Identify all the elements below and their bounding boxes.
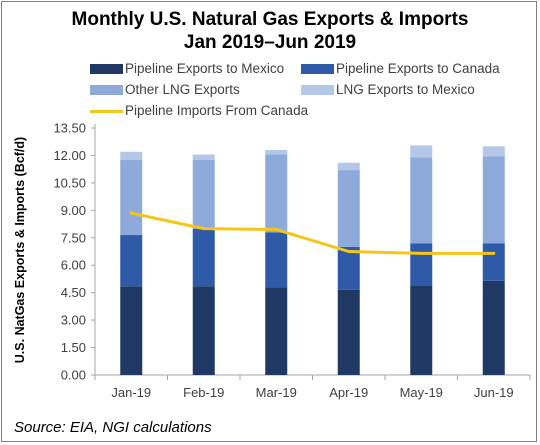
bar-other-lng-exports bbox=[120, 160, 143, 236]
bar-pipeline-exports-to-mexico bbox=[120, 286, 143, 375]
bar-lng-exports-to-mexico bbox=[192, 154, 215, 161]
x-tick-label: Jun-19 bbox=[474, 385, 514, 400]
x-tick-label: May-19 bbox=[400, 385, 443, 400]
line-point bbox=[129, 211, 133, 215]
bar-pipeline-exports-to-mexico bbox=[265, 287, 288, 375]
bar-other-lng-exports bbox=[410, 157, 433, 244]
x-tick-label: Apr-19 bbox=[329, 385, 368, 400]
line-point bbox=[419, 251, 423, 255]
chart-title: Monthly U.S. Natural Gas Exports & Impor… bbox=[71, 9, 469, 30]
line-point bbox=[492, 251, 496, 255]
line-point bbox=[347, 250, 351, 253]
bar-other-lng-exports bbox=[192, 160, 215, 229]
bar-pipeline-exports-to-canada bbox=[120, 235, 143, 287]
legend-label-other-lng: Other LNG Exports bbox=[125, 82, 240, 97]
x-tick-label: Mar-19 bbox=[256, 385, 297, 400]
bar-other-lng-exports bbox=[337, 170, 360, 247]
legend-swatch-pipeline-mexico bbox=[90, 64, 123, 74]
legend-label-pipeline-canada: Pipeline Exports to Canada bbox=[336, 61, 500, 76]
bar-pipeline-exports-to-canada bbox=[410, 243, 433, 286]
bar-pipeline-exports-to-canada bbox=[265, 232, 288, 288]
bar-lng-exports-to-mexico bbox=[265, 149, 288, 155]
legend-swatch-pipeline-canada bbox=[301, 64, 334, 74]
bar-lng-exports-to-mexico bbox=[482, 146, 505, 157]
chart-subtitle: Jan 2019–Jun 2019 bbox=[183, 32, 357, 53]
legend-swatch-lng-mexico bbox=[301, 85, 334, 95]
line-pipeline-imports-from-canada bbox=[130, 211, 494, 255]
y-tick-label: 13.50 bbox=[53, 121, 86, 136]
line-point bbox=[202, 227, 206, 231]
bar-lng-exports-to-mexico bbox=[120, 151, 143, 161]
y-tick-label: 0.00 bbox=[61, 368, 86, 383]
x-tick-label: Feb-19 bbox=[183, 385, 224, 400]
legend-label-imports-canada: Pipeline Imports From Canada bbox=[125, 103, 309, 118]
y-tick-label: 12.00 bbox=[53, 148, 86, 163]
bar-lng-exports-to-mexico bbox=[410, 145, 433, 158]
bar-pipeline-exports-to-mexico bbox=[337, 289, 360, 375]
bar-other-lng-exports bbox=[482, 156, 505, 244]
y-axis-label: U.S. NatGas Exports & Imports (Bcf/d) bbox=[13, 137, 27, 363]
y-tick-label: 9.00 bbox=[61, 203, 86, 218]
legend-swatch-other-lng bbox=[90, 85, 123, 95]
legend-label-pipeline-mexico: Pipeline Exports to Mexico bbox=[125, 61, 285, 76]
bar-pipeline-exports-to-mexico bbox=[192, 286, 215, 375]
source-note: Source: EIA, NGI calculations bbox=[14, 419, 212, 436]
y-tick-label: 6.00 bbox=[61, 258, 86, 273]
x-tick-label: Jan-19 bbox=[111, 385, 151, 400]
y-tick-label: 1.50 bbox=[61, 340, 86, 355]
y-tick-label: 7.50 bbox=[61, 230, 86, 245]
legend-line-imports-canada bbox=[90, 110, 123, 113]
bar-pipeline-exports-to-mexico bbox=[482, 280, 505, 375]
y-tick-label: 10.50 bbox=[53, 175, 86, 190]
legend-label-lng-mexico: LNG Exports to Mexico bbox=[336, 82, 475, 97]
bar-other-lng-exports bbox=[265, 154, 288, 233]
y-tick-label: 4.50 bbox=[61, 285, 86, 300]
line-point bbox=[274, 228, 278, 232]
bar-pipeline-exports-to-canada bbox=[192, 228, 215, 287]
y-tick-label: 3.00 bbox=[61, 313, 86, 328]
bar-pipeline-exports-to-canada bbox=[482, 243, 505, 281]
bar-lng-exports-to-mexico bbox=[337, 162, 360, 171]
bar-pipeline-exports-to-mexico bbox=[410, 285, 433, 375]
bar-pipeline-exports-to-canada bbox=[337, 246, 360, 290]
